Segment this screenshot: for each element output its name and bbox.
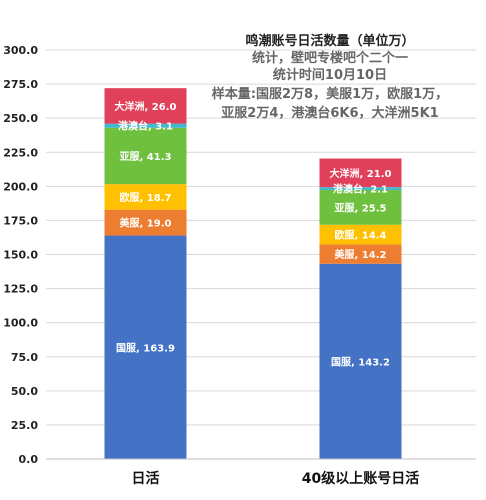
x-axis: 日活 40级以上账号日活	[46, 458, 476, 487]
y-tick-label: 225.0	[3, 146, 38, 159]
bar-segment	[104, 209, 187, 236]
y-tick-label: 125.0	[3, 283, 38, 296]
segment-data-label: 港澳台, 2.1	[333, 183, 388, 196]
y-tick-label: 75.0	[11, 351, 38, 364]
segment-data-label: 大洋洲, 26.0	[115, 100, 177, 113]
segment-labels: 国服, 163.9 美服, 19.0 欧服, 18.7 亚服, 41.3 港澳台, 3.…	[115, 100, 392, 368]
bar-segment	[104, 123, 187, 128]
segment-data-label: 美服, 19.0	[120, 217, 172, 230]
segment-data-label: 欧服, 14.4	[335, 229, 387, 242]
y-tick-label: 50.0	[11, 385, 38, 398]
y-tick-label: 0.0	[19, 453, 39, 466]
bar-segment	[319, 224, 402, 245]
segment-data-label: 国服, 163.9	[116, 342, 175, 354]
y-tick-label: 150.0	[3, 249, 38, 262]
segment-data-label: 国服, 143.2	[331, 356, 390, 368]
y-tick-label: 25.0	[11, 419, 38, 432]
segment-data-label: 大洋洲, 21.0	[330, 167, 392, 180]
segment-data-label: 美服, 14.2	[335, 248, 387, 261]
bar-segment	[319, 158, 402, 188]
y-tick-label: 200.0	[3, 180, 38, 193]
y-tick-label: 250.0	[3, 112, 38, 125]
y-tick-label: 275.0	[3, 78, 38, 91]
segment-data-label: 亚服, 41.3	[120, 151, 172, 163]
title-block: 鸣潮账号日活数量（单位万） 统计，壁吧专楼吧个二个一 统计时间10月10日 样本…	[212, 33, 448, 121]
bar-segment	[104, 88, 187, 124]
y-tick-label: 175.0	[3, 214, 38, 227]
y-tick-label: 300.0	[3, 44, 38, 57]
bars	[104, 88, 402, 459]
bar-segment	[319, 244, 402, 264]
bar-segment	[104, 184, 187, 210]
annotation-line-4: 亚服2万4，港澳台6K6，大洋洲5K1	[221, 105, 438, 121]
chart-title: 鸣潮账号日活数量（单位万）	[245, 33, 414, 49]
y-axis: 0.0 25.0 50.0 75.0 100.0 125.0 150.0 175.0 200.0…	[3, 44, 38, 466]
bar-segment	[104, 235, 187, 459]
bar-segment	[104, 127, 187, 185]
x-tick-label: 日活	[132, 470, 160, 487]
segment-data-label: 欧服, 18.7	[120, 191, 172, 204]
annotation-line-3: 样本量:国服2万8，美服1万，欧服1万，	[212, 86, 448, 102]
bar-segment	[319, 190, 402, 225]
x-tick-label: 40级以上账号日活	[302, 470, 419, 487]
annotation-line-2: 统计时间10月10日	[273, 67, 387, 83]
annotation-line-1: 统计，壁吧专楼吧个二个一	[252, 50, 408, 66]
segment-data-label: 港澳台, 3.1	[118, 120, 173, 133]
y-tick-label: 100.0	[3, 317, 38, 330]
segment-data-label: 亚服, 25.5	[335, 202, 387, 214]
bar-segment	[319, 263, 402, 459]
bar-segment	[319, 187, 402, 191]
